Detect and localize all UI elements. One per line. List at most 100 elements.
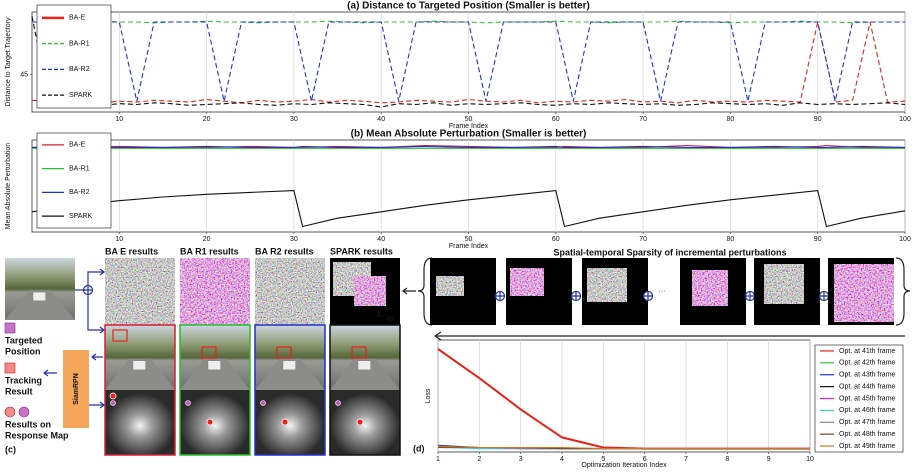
legend-box	[36, 132, 112, 229]
x-tick-label: 10	[806, 456, 814, 463]
response-map	[255, 390, 325, 455]
x-tick-label: 10	[115, 116, 123, 123]
y-axis-label: Mean Absolute Perturbation	[5, 143, 12, 229]
sparsity-blob	[692, 270, 728, 306]
legend-label: BA-E	[69, 15, 86, 22]
legend-label: BA-E	[69, 142, 86, 149]
x-tick-label: 1	[436, 456, 440, 463]
series-line	[31, 190, 906, 228]
x-tick-label: 4	[560, 456, 564, 463]
car	[207, 360, 221, 371]
x-tick-label: 10	[115, 236, 123, 243]
road-surface	[180, 358, 250, 390]
response-map	[330, 390, 400, 455]
road-surface	[105, 358, 175, 390]
y-tick-label: 45	[20, 71, 28, 78]
sparsity-blob	[510, 268, 544, 296]
car	[357, 360, 371, 371]
legend-text: Response Map	[5, 430, 69, 440]
x-axis-label: Frame Index	[449, 123, 489, 130]
car	[32, 291, 46, 301]
plot-frame	[437, 339, 811, 453]
response-peak	[109, 392, 117, 400]
column-border	[329, 324, 401, 456]
series-line	[31, 145, 906, 148]
x-axis-label: Optimization Iteration Index	[581, 462, 667, 469]
x-tick-label: 5	[601, 456, 605, 463]
road-surface	[5, 290, 75, 320]
sparsity-title: Spatial-temporal Sparsity of incremental…	[553, 247, 786, 257]
x-tick-label: 100	[899, 236, 911, 243]
x-tick-label: 70	[639, 236, 647, 243]
series-line	[32, 21, 905, 102]
legend-label: Opt. at 46th frame	[839, 407, 896, 414]
panel-label: (d)	[413, 443, 425, 453]
column-border	[104, 324, 176, 456]
legend-label: Opt. at 44th frame	[839, 383, 896, 390]
tracking-box	[112, 329, 128, 342]
series-line	[31, 16, 906, 108]
legend-label: BA-R1	[69, 165, 90, 172]
perturbation	[354, 276, 386, 306]
response-peak	[206, 418, 214, 426]
road-surface	[255, 358, 325, 390]
legend-label: BA-R1	[69, 40, 90, 47]
legend-swatch	[18, 406, 30, 418]
x-tick-label: 2	[477, 456, 481, 463]
series-line	[437, 445, 810, 450]
arrow	[89, 401, 105, 409]
legend-label: Opt. at 48th frame	[839, 431, 896, 438]
perturbation	[255, 258, 325, 325]
y-axis-label: Distance to Target Trajectory	[5, 17, 12, 106]
x-tick-label: 50	[465, 116, 473, 123]
x-tick-label: 20	[203, 236, 211, 243]
column-border	[179, 324, 251, 456]
x-axis-label: Frame Index	[449, 243, 489, 250]
legend-label: SPARK	[69, 92, 93, 99]
sparsity-blob	[834, 264, 894, 322]
legend-swatch	[4, 322, 16, 334]
response-peak	[281, 418, 289, 426]
x-tick-label: 40	[377, 116, 385, 123]
legend-label: Opt. at 45th frame	[839, 395, 896, 402]
target-mark	[260, 400, 266, 406]
x-tick-label: 50	[465, 236, 473, 243]
legend-label: Opt. at 49th frame	[839, 443, 896, 450]
x-tick-label: 90	[814, 236, 822, 243]
target-mark	[335, 400, 341, 406]
x-tick-label: 90	[814, 116, 822, 123]
x-tick-label: 60	[552, 236, 560, 243]
arrow	[87, 268, 105, 285]
panel-label: (c)	[5, 444, 16, 454]
x-tick-label: 20	[203, 116, 211, 123]
legend-text: Targeted	[5, 335, 42, 345]
arrow	[433, 331, 905, 341]
legend-label: Opt. at 42th frame	[839, 360, 896, 367]
x-tick-label: 8	[725, 456, 729, 463]
x-tick-label: 80	[727, 236, 735, 243]
oplus-cross	[495, 291, 505, 301]
sparsity-blob	[587, 268, 627, 302]
x-tick-label: 30	[290, 236, 298, 243]
e-label: E	[377, 312, 382, 319]
oplus-cross	[571, 291, 581, 301]
legend-label: Opt. at 41th frame	[839, 348, 896, 355]
tracking-box	[276, 346, 292, 359]
target-mark	[110, 400, 116, 406]
arrow	[91, 353, 103, 361]
column-border	[254, 324, 326, 456]
x-tick-label: 9	[767, 456, 771, 463]
sparsity-blob	[436, 276, 464, 296]
oplus-cross	[83, 285, 93, 295]
tracker-label: SiamRPN	[73, 373, 80, 405]
x-tick-label: 40	[377, 236, 385, 243]
response-map	[180, 390, 250, 455]
legend-label: Opt. at 47th frame	[839, 419, 896, 426]
chart-title: (b) Mean Absolute Perturbation (Smaller …	[351, 129, 587, 140]
legend-label: BA-R2	[69, 189, 90, 196]
legend-text: Result	[5, 386, 33, 396]
oplus-cross	[745, 291, 755, 301]
legend-label: SPARK	[69, 213, 93, 220]
sparsity-blob	[764, 264, 804, 304]
arrow	[43, 369, 57, 377]
